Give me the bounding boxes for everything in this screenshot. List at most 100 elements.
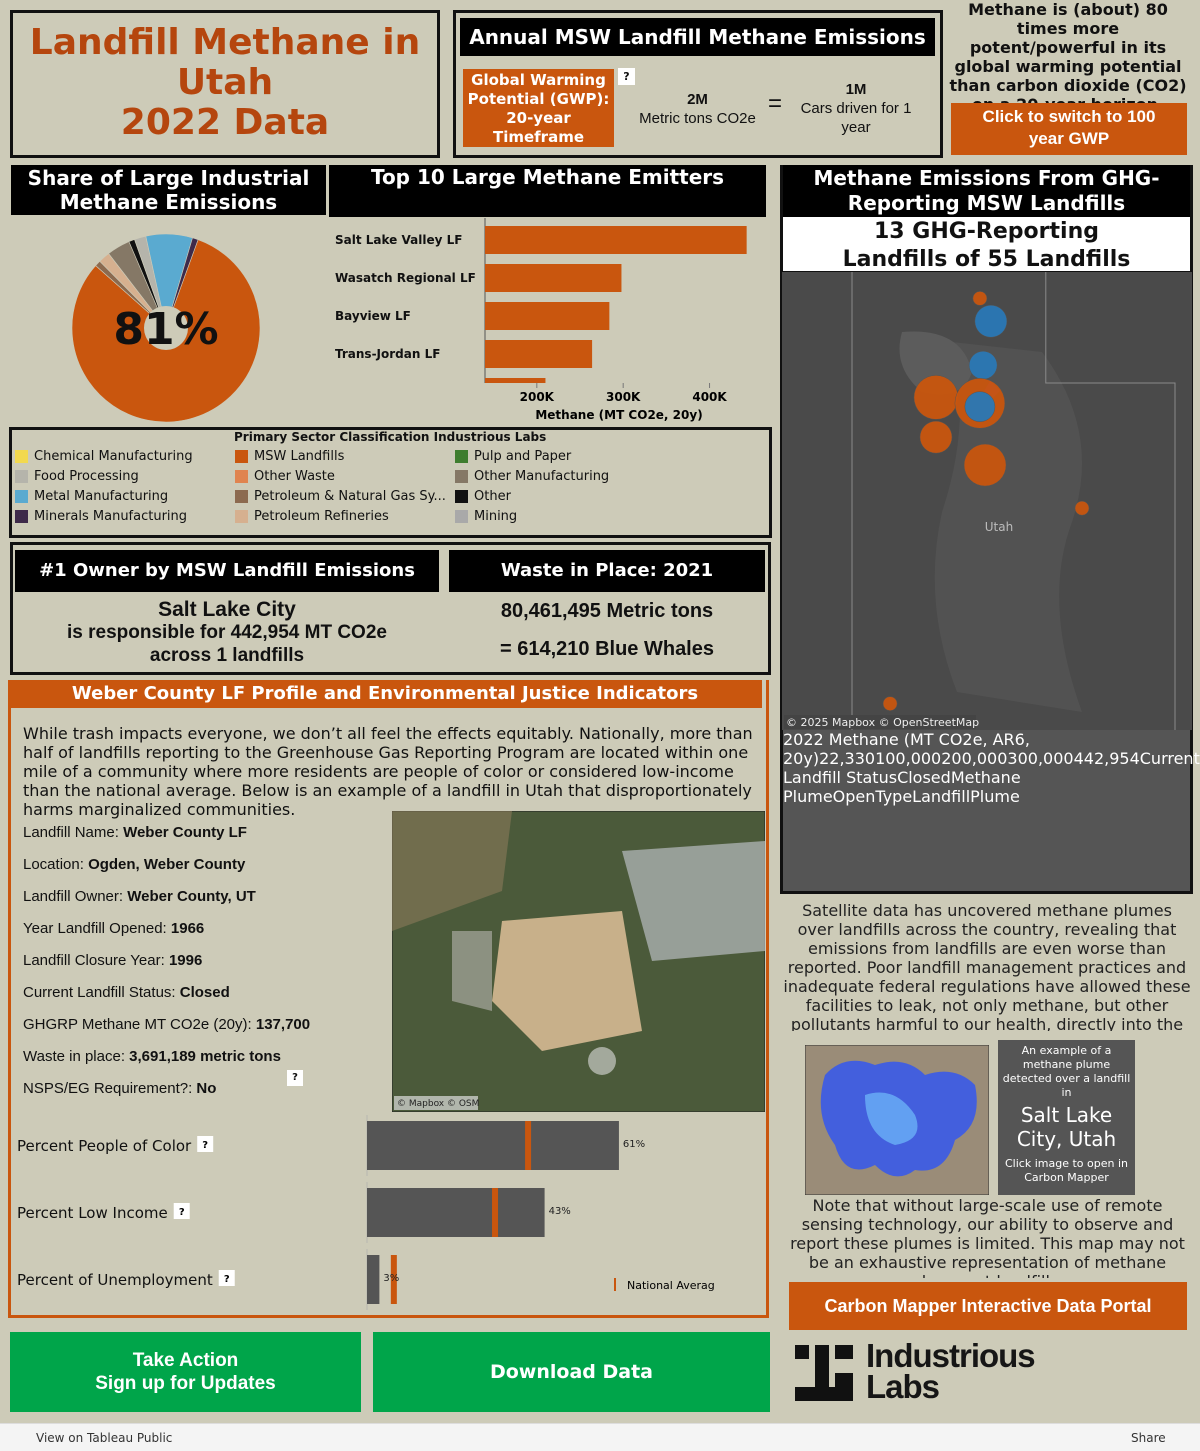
status-legend-title: Current Landfill Status bbox=[783, 749, 1200, 787]
image-credit: © Mapbox © OSM bbox=[397, 1099, 479, 1109]
category-label: Bayview LF bbox=[335, 309, 411, 323]
field-patch bbox=[392, 811, 512, 931]
legend-item: Mining bbox=[455, 506, 670, 526]
legend-title: Primary Sector Classification Industriou… bbox=[234, 430, 547, 444]
card-link: Click image to open in Carbon Mapper bbox=[1005, 1157, 1128, 1184]
bar bbox=[485, 378, 546, 383]
center-label: 81% bbox=[113, 304, 218, 355]
tableau-link[interactable]: View on Tableau Public bbox=[36, 1431, 173, 1445]
field-row: Current Landfill Status: Closed bbox=[23, 984, 230, 1001]
logo-block bbox=[795, 1345, 809, 1359]
profile-box bbox=[8, 680, 769, 1318]
state-border bbox=[851, 272, 1176, 730]
logo-line1: Industrious bbox=[866, 1337, 1036, 1374]
landfill-point bbox=[882, 696, 898, 711]
emissions: 2M Metric tons CO2e bbox=[630, 90, 765, 128]
bar bbox=[485, 226, 747, 254]
field-value: 1996 bbox=[168, 952, 203, 969]
landfill-satellite-image[interactable]: © Mapbox © OSM bbox=[392, 811, 765, 1112]
legend-swatch bbox=[455, 469, 468, 483]
legend-swatch bbox=[455, 509, 468, 523]
field-label: Landfill Closure Year: bbox=[23, 952, 165, 969]
x-tick-label: 200K bbox=[520, 390, 555, 404]
lake bbox=[899, 331, 972, 395]
help-icon[interactable]: ? bbox=[618, 68, 635, 85]
bar-title: Top 10 Large Methane Emitters bbox=[329, 165, 766, 217]
annual-box bbox=[453, 10, 943, 158]
pie-chart: 81% bbox=[71, 233, 261, 423]
help-icon: ? bbox=[179, 1207, 185, 1218]
reference-marker bbox=[390, 1255, 397, 1304]
carbon-mapper-button[interactable]: Carbon Mapper Interactive Data Portal bbox=[789, 1282, 1187, 1330]
waste-tons: 80,461,495 Metric tons bbox=[500, 600, 714, 622]
legend-label: Other bbox=[474, 488, 511, 504]
legend-label: Petroleum & Natural Gas Sy... bbox=[254, 488, 446, 504]
help-icon[interactable]: ? bbox=[287, 1070, 303, 1086]
plume-card[interactable]: An example of a methane plume detected o… bbox=[998, 1040, 1135, 1195]
legend-swatch bbox=[235, 469, 248, 483]
field-label: Waste in place: bbox=[23, 1048, 125, 1065]
reference-marker bbox=[492, 1188, 499, 1237]
legend-item: Other Waste bbox=[235, 466, 450, 486]
status-label: Closed bbox=[897, 768, 951, 787]
credit-bg bbox=[394, 1096, 478, 1110]
waste-heading: Waste in Place: 2021 bbox=[449, 550, 765, 592]
title: Landfill Methane in Utah bbox=[29, 22, 421, 103]
landfill-point bbox=[963, 443, 1007, 487]
pie-hole bbox=[144, 306, 188, 350]
note-text: Note that without large-scale use of rem… bbox=[790, 1196, 1185, 1278]
value-label: 43% bbox=[549, 1206, 571, 1217]
legend-item: Metal Manufacturing bbox=[15, 486, 230, 506]
satellite-text: Satellite data has uncovered methane plu… bbox=[783, 901, 1191, 1031]
logo-text: Industrious Labs bbox=[866, 1337, 1036, 1403]
legend-label: Other Manufacturing bbox=[474, 468, 610, 484]
x-axis-title: Methane (MT CO2e, 20y) bbox=[535, 408, 702, 422]
category-label: Trans-Jordan LF bbox=[335, 347, 440, 361]
pie-slice bbox=[134, 239, 167, 329]
waste-whales: = 614,210 Blue Whales bbox=[499, 638, 714, 660]
size-label: 442,954 bbox=[1073, 749, 1140, 768]
field-value: 3,691,189 metric tons bbox=[129, 1048, 281, 1065]
emissions-value: 2M bbox=[687, 91, 708, 108]
x-tick-label: 400K bbox=[692, 390, 727, 404]
bullet-bar bbox=[367, 1188, 545, 1237]
field-value: Weber County LF bbox=[123, 824, 247, 841]
methane-note: Methane is (about) 80 times more potent/… bbox=[949, 0, 1187, 103]
download-button[interactable]: Download Data bbox=[373, 1332, 770, 1412]
profile-intro: While trash impacts everyone, we don’t a… bbox=[23, 724, 753, 819]
owner-box bbox=[10, 542, 771, 675]
title-text: Landfill Methane in Utah 2022 Data bbox=[23, 23, 427, 143]
category-label: Percent Low Income bbox=[17, 1204, 168, 1222]
field-row: Location: Ogden, Weber County bbox=[23, 856, 245, 873]
help-icon: ? bbox=[224, 1274, 230, 1285]
field-row: Landfill Name: Weber County LF bbox=[23, 824, 247, 841]
plume-image[interactable] bbox=[805, 1045, 989, 1195]
map-title: Methane Emissions From GHG-Reporting MSW… bbox=[783, 165, 1190, 217]
switch-gwp-button[interactable]: Click to switch to 100 year GWP bbox=[951, 103, 1187, 155]
bullet-chart: Percent People of Color? 61% Percent Low I… bbox=[17, 1115, 722, 1310]
category-label: Wasatch Regional LF bbox=[335, 271, 476, 285]
legend-swatch bbox=[235, 509, 248, 523]
bar bbox=[485, 302, 610, 330]
map-legend: 2022 Methane (MT CO2e, AR6, 20y)22,33010… bbox=[783, 730, 1200, 891]
type-legend-title: Type bbox=[875, 787, 913, 806]
map: Utah © 2025 Mapbox © OpenStreetMap bbox=[782, 272, 1192, 730]
field-row: Waste in place: 3,691,189 metric tons bbox=[23, 1048, 281, 1065]
legend-item: Other bbox=[455, 486, 670, 506]
bar bbox=[485, 264, 622, 292]
owner-name: Salt Lake City bbox=[15, 598, 439, 621]
reference-marker bbox=[525, 1121, 532, 1170]
map-subtitle: 13 GHG-Reporting Landfills of 55 Landfil… bbox=[783, 217, 1190, 272]
field-row: Landfill Owner: Weber County, UT bbox=[23, 888, 256, 905]
legend-item: Chemical Manufacturing bbox=[15, 446, 230, 466]
share-button[interactable]: Share bbox=[1131, 1431, 1166, 1445]
status-label: Open bbox=[832, 787, 876, 806]
legend-swatch bbox=[15, 509, 28, 523]
take-action-button[interactable]: Take Action Sign up for Updates bbox=[10, 1332, 361, 1412]
legend-swatch bbox=[455, 449, 468, 463]
legend-label: Mining bbox=[474, 508, 518, 524]
legend-label: National Average bbox=[627, 1279, 722, 1292]
bar bbox=[485, 340, 593, 368]
bullet-bar bbox=[367, 1255, 380, 1304]
plume-core bbox=[865, 1092, 918, 1145]
